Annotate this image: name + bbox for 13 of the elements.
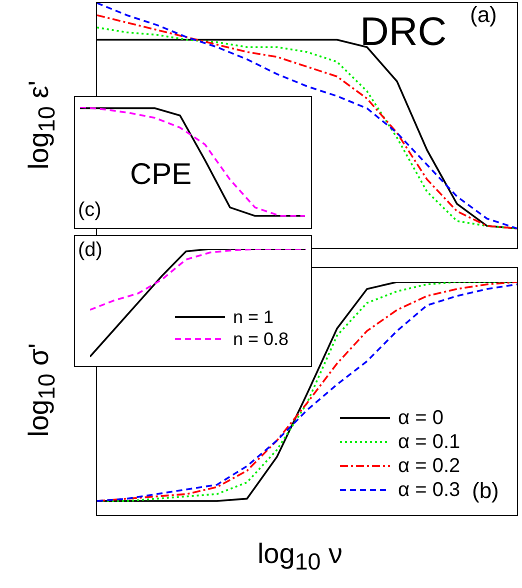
x-axis-title: log$_{10}$ ν <box>257 538 343 575</box>
legend-label: α = 0.3 <box>398 478 460 502</box>
annotation: (a) <box>470 2 497 27</box>
annotation: (d) <box>78 239 102 261</box>
annotation: (c) <box>78 199 102 221</box>
legend-label: α = 0.2 <box>398 454 460 478</box>
annotation: (b) <box>472 478 499 503</box>
annotation: DRC <box>360 10 447 54</box>
legend-label: n = 1 <box>233 306 274 328</box>
legend-label: n = 0.8 <box>233 328 289 350</box>
annotation: CPE <box>130 158 192 191</box>
legend-label: α = 0 <box>398 406 444 430</box>
legend-label: α = 0.1 <box>398 430 460 454</box>
